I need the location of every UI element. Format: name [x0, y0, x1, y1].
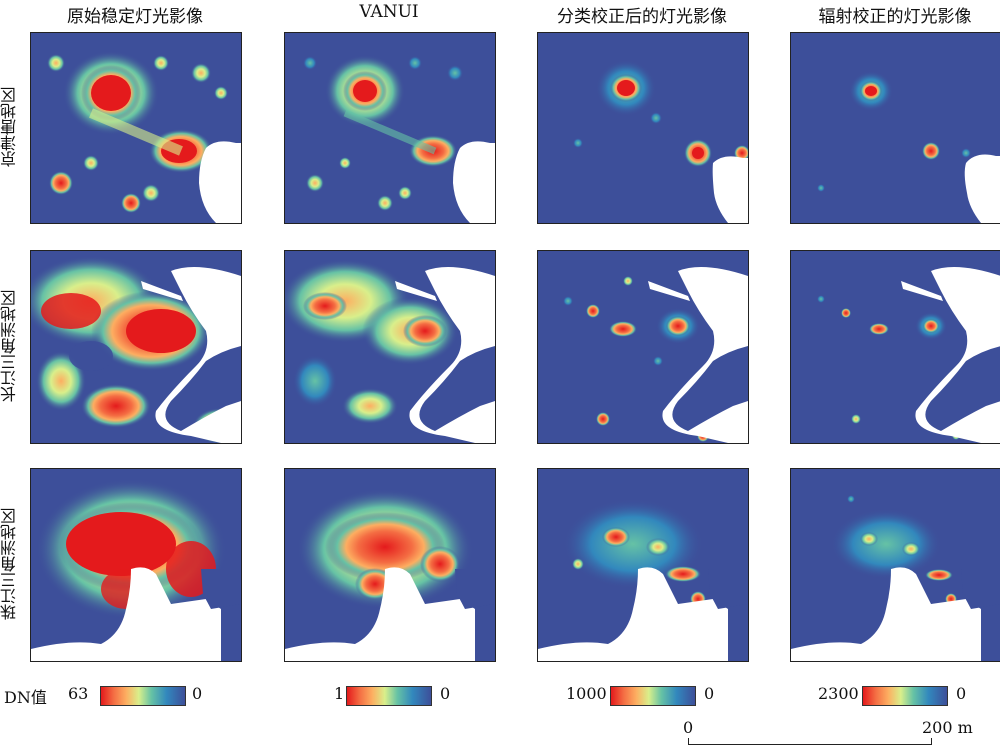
scale-bar-tick-start [688, 738, 689, 744]
map-pearl-classified [537, 468, 749, 662]
legend-3-colorbar [610, 686, 696, 706]
column-title-radiometric: 辐射校正的灯光影像 [818, 7, 972, 27]
row-label-pearl-delta: 珠江三角洲地区 [0, 508, 19, 620]
legend-1-colorbar [100, 686, 186, 706]
scale-bar-tick-end [931, 738, 932, 744]
legend-3-max: 1000 [566, 684, 607, 703]
legend-dn-label: DN值 [4, 688, 47, 707]
column-title-classified: 分类校正后的灯光影像 [557, 7, 727, 27]
map-pearl-original [30, 468, 242, 662]
scale-bar-line [688, 744, 932, 745]
map-yangtze-vanui [284, 250, 496, 444]
map-yangtze-classified [537, 250, 749, 444]
map-jingjintang-radiometric [790, 32, 1000, 224]
map-yangtze-radiometric [790, 250, 1000, 444]
legend-2-min: 0 [440, 684, 451, 703]
row-label-yangtze-delta: 长江三角洲地区 [0, 290, 19, 402]
scale-bar-end: 200 m [922, 718, 973, 737]
map-pearl-vanui [284, 468, 496, 662]
scale-bar-start: 0 [683, 718, 694, 737]
legend-1-min: 0 [192, 684, 203, 703]
column-title-original: 原始稳定灯光影像 [67, 7, 203, 27]
map-jingjintang-original [30, 32, 242, 224]
legend-3-min: 0 [704, 684, 715, 703]
map-jingjintang-classified [537, 32, 749, 224]
row-label-jingjintang: 京津唐地区 [0, 87, 19, 167]
map-yangtze-original [30, 250, 242, 444]
legend-4-max: 2300 [818, 684, 859, 703]
legend-4-colorbar [862, 686, 948, 706]
column-title-vanui: VANUI [359, 2, 419, 22]
legend-2-colorbar [346, 686, 432, 706]
legend-2-max: 1 [334, 684, 345, 703]
legend-4-min: 0 [956, 684, 967, 703]
map-jingjintang-vanui [284, 32, 496, 224]
map-pearl-radiometric [790, 468, 1000, 662]
legend-1-max: 63 [68, 684, 89, 703]
